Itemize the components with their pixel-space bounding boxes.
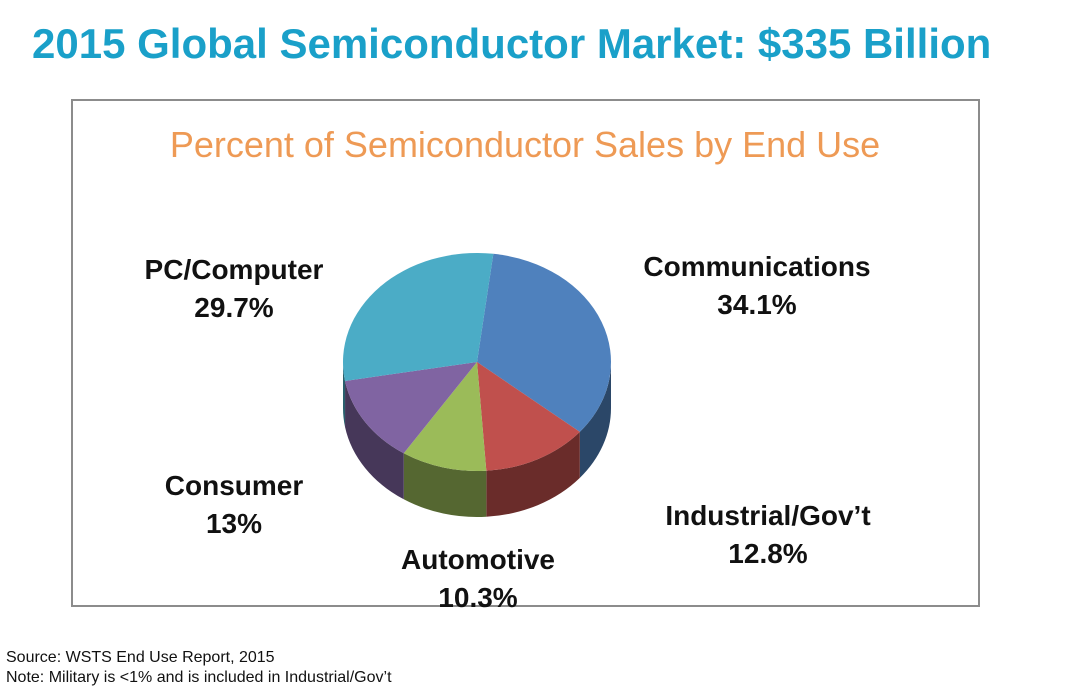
- slice-name: Communications: [643, 251, 871, 282]
- slice-label-communications: Communications 34.1%: [617, 248, 897, 324]
- slice-value: 12.8%: [728, 538, 808, 569]
- slice-value: 10.3%: [438, 582, 518, 613]
- pie-slice-automotive: [403, 362, 487, 471]
- page-title: 2015 Global Semiconductor Market: $335 B…: [32, 20, 992, 67]
- slice-label-pc-computer: PC/Computer 29.7%: [94, 251, 374, 327]
- note-text: Note: Military is <1% and is included in…: [6, 669, 392, 686]
- slice-value: 34.1%: [717, 289, 797, 320]
- pie-slice-communications: [477, 253, 611, 432]
- slice-value: 29.7%: [194, 292, 274, 323]
- pie-side-pc-computer: [343, 362, 346, 427]
- chart-title: Percent of Semiconductor Sales by End Us…: [169, 124, 881, 165]
- pie-slice-industrial-gov-t: [477, 362, 580, 471]
- slice-name: Industrial/Gov’t: [665, 500, 871, 531]
- slice-label-industrial-govt: Industrial/Gov’t 12.8%: [628, 497, 908, 573]
- slice-label-consumer: Consumer 13%: [94, 467, 374, 543]
- pie-side-communications: [579, 362, 611, 478]
- source-text: Source: WSTS End Use Report, 2015: [6, 649, 275, 666]
- pie-slice-pc-computer: [343, 252, 494, 381]
- pie-side-consumer: [345, 380, 404, 500]
- slice-name: Consumer: [164, 470, 304, 501]
- pie-side-automotive: [403, 453, 487, 517]
- pie-slice-consumer: [345, 362, 477, 454]
- slice-label-automotive: Automotive 10.3%: [338, 541, 618, 617]
- slice-value: 13%: [205, 508, 263, 539]
- source-note: Source: WSTS End Use Report, 2015 Note: …: [6, 648, 392, 688]
- slice-name: PC/Computer: [144, 254, 324, 285]
- slice-name: Automotive: [401, 544, 555, 575]
- chart-frame: [71, 99, 980, 607]
- pie-side-industrial-gov-t: [486, 431, 580, 517]
